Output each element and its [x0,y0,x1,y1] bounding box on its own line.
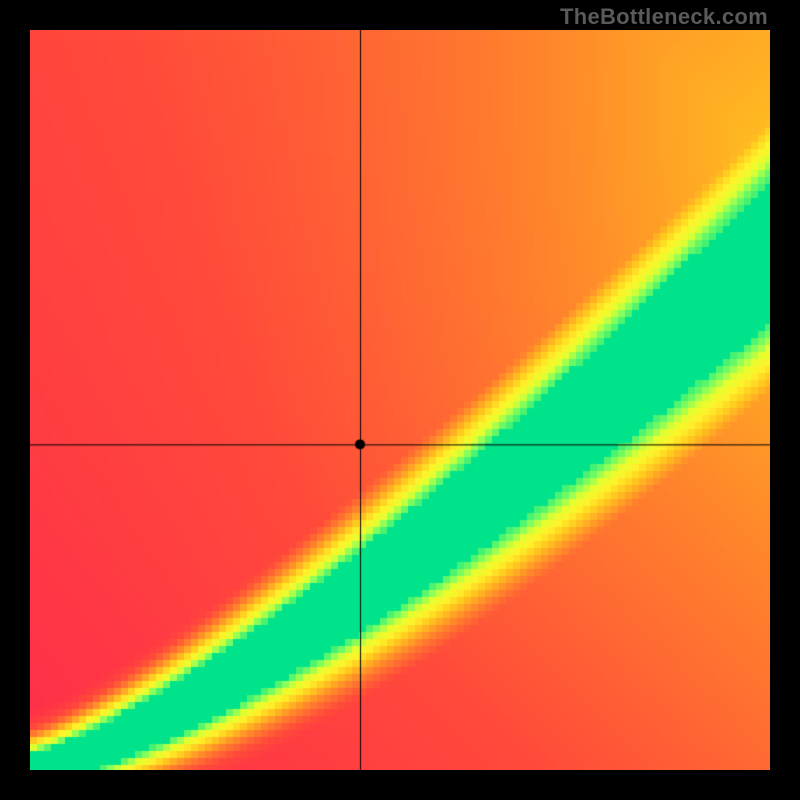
watermark-text: TheBottleneck.com [560,4,768,30]
heatmap-canvas [30,30,770,770]
heatmap-chart [30,30,770,770]
